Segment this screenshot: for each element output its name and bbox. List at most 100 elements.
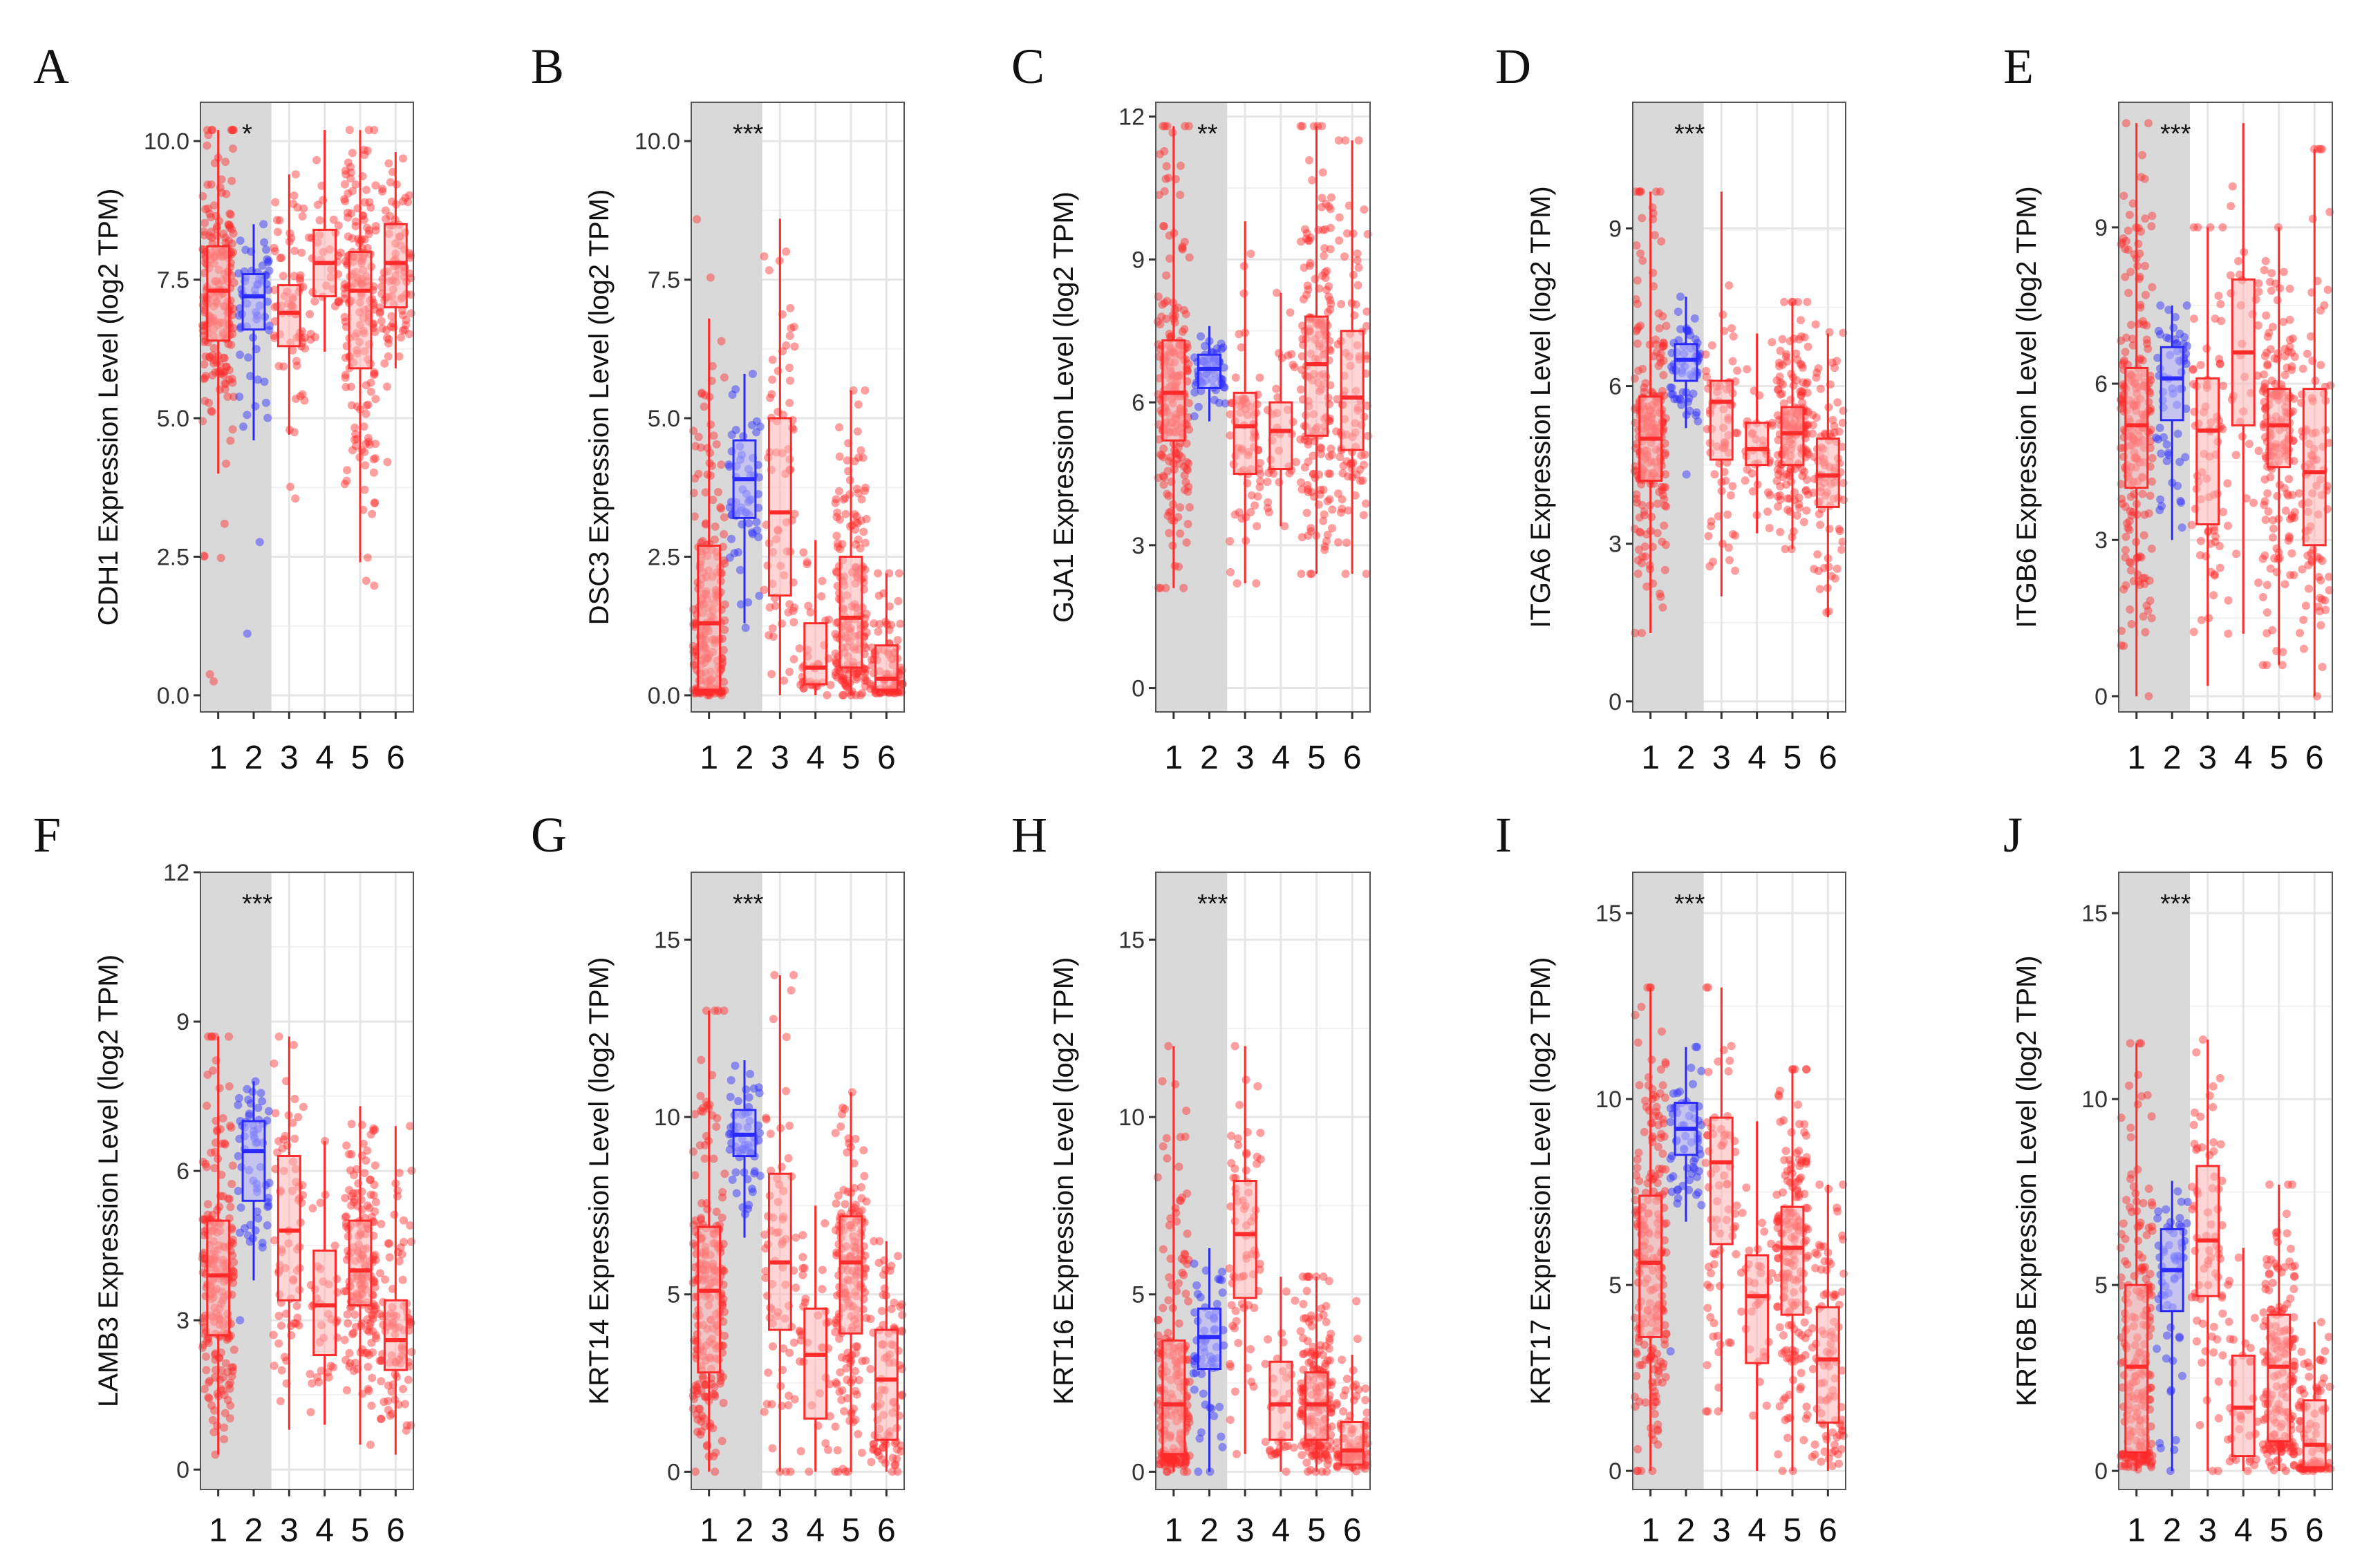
data-point (861, 614, 870, 623)
data-point (1323, 497, 1332, 506)
y-tick-label: 9 (1609, 216, 1622, 242)
data-point (201, 352, 210, 361)
box-group-6 (866, 569, 907, 698)
data-point (1340, 252, 1349, 261)
data-point (1287, 350, 1296, 359)
data-point (1353, 281, 1362, 290)
data-point (760, 1230, 769, 1239)
data-point (795, 1326, 804, 1335)
data-point (265, 266, 274, 275)
data-point (298, 212, 307, 220)
data-point (386, 1411, 395, 1420)
data-point (1165, 332, 1174, 341)
box-iqr (697, 544, 722, 691)
data-point (1313, 122, 1322, 131)
data-point (1783, 494, 1792, 503)
data-point (2126, 566, 2135, 575)
data-point (221, 385, 229, 394)
data-point (725, 462, 734, 471)
data-point (236, 1228, 245, 1237)
data-point (2260, 352, 2269, 361)
box-iqr (383, 1299, 408, 1371)
box-iqr (383, 223, 408, 309)
data-point (199, 321, 208, 330)
data-point (218, 188, 226, 197)
data-point (694, 469, 703, 478)
data-point (2157, 449, 2166, 458)
data-point (1728, 357, 1737, 366)
data-point (1705, 562, 1714, 571)
data-point (384, 339, 393, 348)
data-point (292, 357, 301, 366)
data-point (782, 247, 791, 256)
data-point (1327, 451, 1336, 459)
data-point (1659, 370, 1668, 379)
data-point (734, 1097, 742, 1105)
data-point (2286, 571, 2295, 579)
data-point (769, 1015, 778, 1024)
data-point (853, 669, 862, 677)
data-point (1231, 373, 1240, 382)
data-point (727, 431, 736, 439)
data-point (782, 1033, 791, 1042)
data-point (711, 689, 719, 698)
data-point (222, 363, 231, 371)
data-point (857, 495, 866, 504)
data-point (1162, 314, 1170, 323)
data-point (221, 1409, 229, 1418)
data-point (269, 1331, 278, 1340)
data-point (1341, 570, 1350, 579)
data-point (890, 689, 899, 698)
data-point (852, 485, 861, 494)
data-point (1803, 297, 1812, 306)
data-point (306, 335, 315, 344)
data-point (210, 159, 219, 167)
data-point (1780, 297, 1789, 306)
data-point (2303, 349, 2312, 358)
data-point (852, 673, 861, 682)
data-point (803, 558, 812, 567)
data-point (369, 1126, 378, 1135)
data-point (205, 398, 214, 407)
data-point (2140, 510, 2149, 519)
data-point (1318, 194, 1327, 203)
data-point (1326, 469, 1335, 478)
data-point (220, 354, 229, 363)
data-point (1172, 449, 1181, 458)
data-point (755, 1089, 764, 1098)
data-point (376, 308, 385, 316)
data-point (1338, 469, 1347, 478)
data-point (768, 375, 777, 384)
data-point (348, 446, 357, 455)
data-point (1159, 471, 1168, 480)
data-point (709, 1452, 718, 1461)
data-point (273, 227, 282, 236)
data-point (1633, 276, 1642, 285)
x-tick-label: 6 (386, 1512, 405, 1549)
data-point (789, 970, 798, 979)
data-point (1164, 173, 1173, 182)
data-point (841, 682, 850, 690)
data-point (1299, 295, 1308, 303)
data-point (199, 227, 208, 236)
data-point (280, 1353, 289, 1362)
data-point (859, 453, 868, 462)
data-point (340, 280, 349, 289)
data-point (862, 610, 871, 619)
data-point (717, 337, 726, 346)
data-point (2210, 570, 2219, 579)
data-point (1304, 236, 1313, 245)
data-point (2326, 381, 2335, 390)
data-point (227, 375, 236, 384)
data-point (790, 342, 799, 351)
data-point (824, 615, 833, 624)
data-point (263, 413, 272, 422)
data-point (1263, 478, 1272, 487)
data-point (764, 1368, 773, 1377)
data-point (291, 170, 300, 179)
data-point (291, 494, 300, 503)
data-point (1186, 503, 1194, 511)
data-point (1728, 529, 1737, 538)
data-point (352, 1322, 360, 1331)
